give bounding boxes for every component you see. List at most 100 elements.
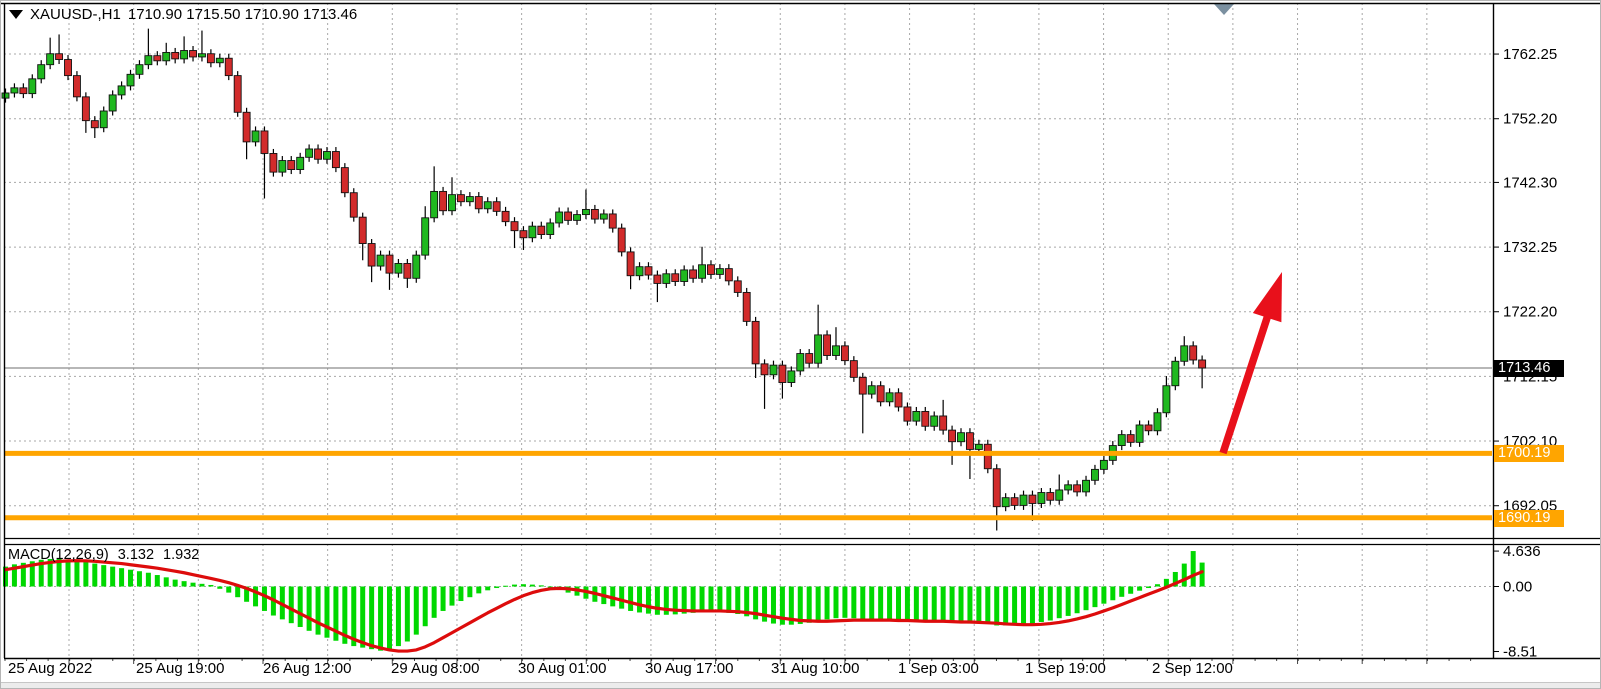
macd-histogram-bar xyxy=(860,586,866,620)
resistance-level-tag[interactable]: 1700.19 xyxy=(1494,445,1564,462)
candle-body xyxy=(939,415,948,431)
macd-histogram-bar xyxy=(619,586,625,609)
macd-histogram-bar xyxy=(217,586,223,589)
window-bottom-strip xyxy=(1,682,1600,688)
macd-histogram-bar xyxy=(351,586,357,647)
candle-body xyxy=(715,268,724,275)
time-tick-label: 31 Aug 10:00 xyxy=(771,660,859,677)
candle-body xyxy=(1028,494,1037,504)
macd-histogram-bar xyxy=(20,562,26,587)
macd-histogram-bar xyxy=(288,586,294,624)
candle-body xyxy=(19,87,28,95)
macd-histogram-bar xyxy=(47,558,53,587)
macd-histogram-bar xyxy=(940,586,946,623)
candle-body xyxy=(260,130,269,154)
candle-body xyxy=(653,274,662,284)
candle-body xyxy=(108,94,117,112)
ohlc-quote: 1710.90 1715.50 1710.90 1713.46 xyxy=(127,6,358,23)
candle-body xyxy=(921,411,930,427)
macd-histogram-bar xyxy=(708,586,714,612)
candle-body xyxy=(180,50,189,60)
price-tick-label: 1732.25 xyxy=(1503,239,1557,256)
candle-body xyxy=(1019,494,1028,506)
price-tick-label: 1752.20 xyxy=(1503,111,1557,128)
candle-body xyxy=(626,251,635,277)
macd-histogram-bar xyxy=(342,586,348,644)
macd-histogram-bar xyxy=(994,586,1000,626)
candle-body xyxy=(1,92,10,99)
candle-body xyxy=(224,57,233,77)
candle-body xyxy=(555,211,564,224)
candle-body xyxy=(421,217,430,256)
candle-body xyxy=(81,96,90,122)
time-tick-label: 2 Sep 12:00 xyxy=(1152,660,1233,677)
candle-body xyxy=(171,51,180,60)
candle-body xyxy=(1171,360,1180,387)
candle-body xyxy=(448,194,456,212)
support-level-tag[interactable]: 1690.19 xyxy=(1494,510,1564,527)
candle-body xyxy=(832,345,840,356)
macd-histogram-bar xyxy=(324,586,330,638)
symbol-dropdown-icon[interactable] xyxy=(9,10,23,19)
macd-histogram-bar xyxy=(208,584,214,587)
candle-body xyxy=(983,443,992,470)
trend-arrow-head[interactable] xyxy=(1252,272,1282,323)
macd-histogram-bar xyxy=(360,586,366,648)
candle-body xyxy=(1153,412,1162,432)
candle-body xyxy=(885,392,894,403)
macd-histogram-bar xyxy=(1110,586,1116,601)
macd-histogram-bar xyxy=(1199,562,1205,587)
macd-histogram-bar xyxy=(101,565,107,587)
candle-body xyxy=(510,221,519,232)
candle-body xyxy=(412,254,421,279)
macd-tick-label: -8.51 xyxy=(1503,644,1537,661)
candle-body xyxy=(751,320,760,365)
macd-histogram-bar xyxy=(976,586,982,624)
candle-body xyxy=(617,227,626,253)
candle-body xyxy=(394,263,403,274)
candle-body xyxy=(814,334,823,364)
macd-histogram-bar xyxy=(690,586,696,613)
candle-body xyxy=(778,364,787,383)
macd-value: 3.132 xyxy=(117,547,155,563)
macd-histogram-bar xyxy=(1074,586,1080,614)
candle-body xyxy=(1189,345,1198,361)
candle-body xyxy=(474,196,483,210)
candle-body xyxy=(189,50,197,58)
candle-body xyxy=(456,194,465,203)
macd-histogram-bar xyxy=(3,566,8,587)
macd-histogram-bar xyxy=(753,586,759,620)
macd-histogram-bar xyxy=(413,586,419,635)
macd-histogram-bar xyxy=(1154,584,1160,587)
symbol-timeframe: XAUUSD-,H1 xyxy=(30,6,121,23)
candle-body xyxy=(769,364,778,376)
macd-histogram-bar xyxy=(654,586,660,615)
macd-histogram-bar xyxy=(1146,586,1152,589)
trend-arrow-shaft[interactable] xyxy=(1219,310,1273,455)
candle-body xyxy=(582,208,590,216)
candle-body xyxy=(1099,459,1108,470)
candle-body xyxy=(358,216,367,244)
candle-body xyxy=(823,334,832,356)
macd-histogram-bar xyxy=(637,586,643,613)
macd-histogram-bar xyxy=(538,585,544,587)
macd-histogram-bar xyxy=(92,563,98,587)
candle-body xyxy=(689,269,698,279)
macd-histogram-bar xyxy=(494,586,500,589)
macd-histogram-bar xyxy=(1163,578,1169,587)
macd-histogram-bar xyxy=(74,560,80,587)
candle-body xyxy=(251,130,260,143)
candle-body xyxy=(1180,345,1189,362)
candle-body xyxy=(242,111,251,143)
macd-histogram-bar xyxy=(1065,586,1071,616)
candle-body xyxy=(599,213,608,220)
candle-body xyxy=(590,208,599,220)
time-tick-label: 29 Aug 08:00 xyxy=(391,660,479,677)
macd-histogram-bar xyxy=(1047,586,1053,621)
macd-histogram-bar xyxy=(119,568,125,587)
chart-shift-marker-icon xyxy=(1214,4,1234,15)
macd-histogram-bar xyxy=(896,586,901,621)
candle-body xyxy=(126,73,135,87)
macd-histogram-bar xyxy=(949,586,955,623)
